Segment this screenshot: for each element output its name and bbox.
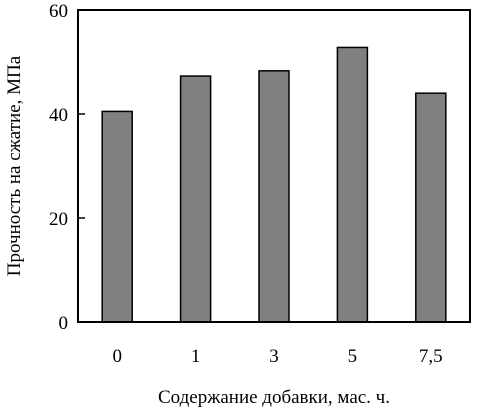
bar-4 [415, 92, 447, 323]
y-tick-label: 40 [49, 105, 68, 126]
x-tick-label: 3 [269, 346, 279, 367]
bar-2 [258, 70, 290, 323]
x-axis-label: Содержание добавки, мас. ч. [158, 387, 390, 408]
bar-0 [101, 110, 133, 323]
bars-group [101, 46, 447, 323]
x-tick-label: 1 [191, 346, 201, 367]
x-tick-label: 0 [112, 346, 122, 367]
y-tick-label: 60 [49, 1, 68, 22]
x-tick-label: 5 [348, 346, 358, 367]
y-axis-label: Прочность на сжатие, МПа [4, 55, 25, 276]
x-tick-label: 7,5 [419, 346, 443, 367]
y-tick-label: 20 [49, 209, 68, 230]
bar-1 [179, 75, 212, 323]
x-ticks-group: 0 1 3 5 7,5 [112, 346, 442, 367]
bar-3 [336, 46, 369, 323]
y-ticks-group: 0 20 40 60 [49, 1, 85, 334]
y-tick-label: 0 [59, 313, 69, 334]
plot-frame [77, 9, 471, 323]
